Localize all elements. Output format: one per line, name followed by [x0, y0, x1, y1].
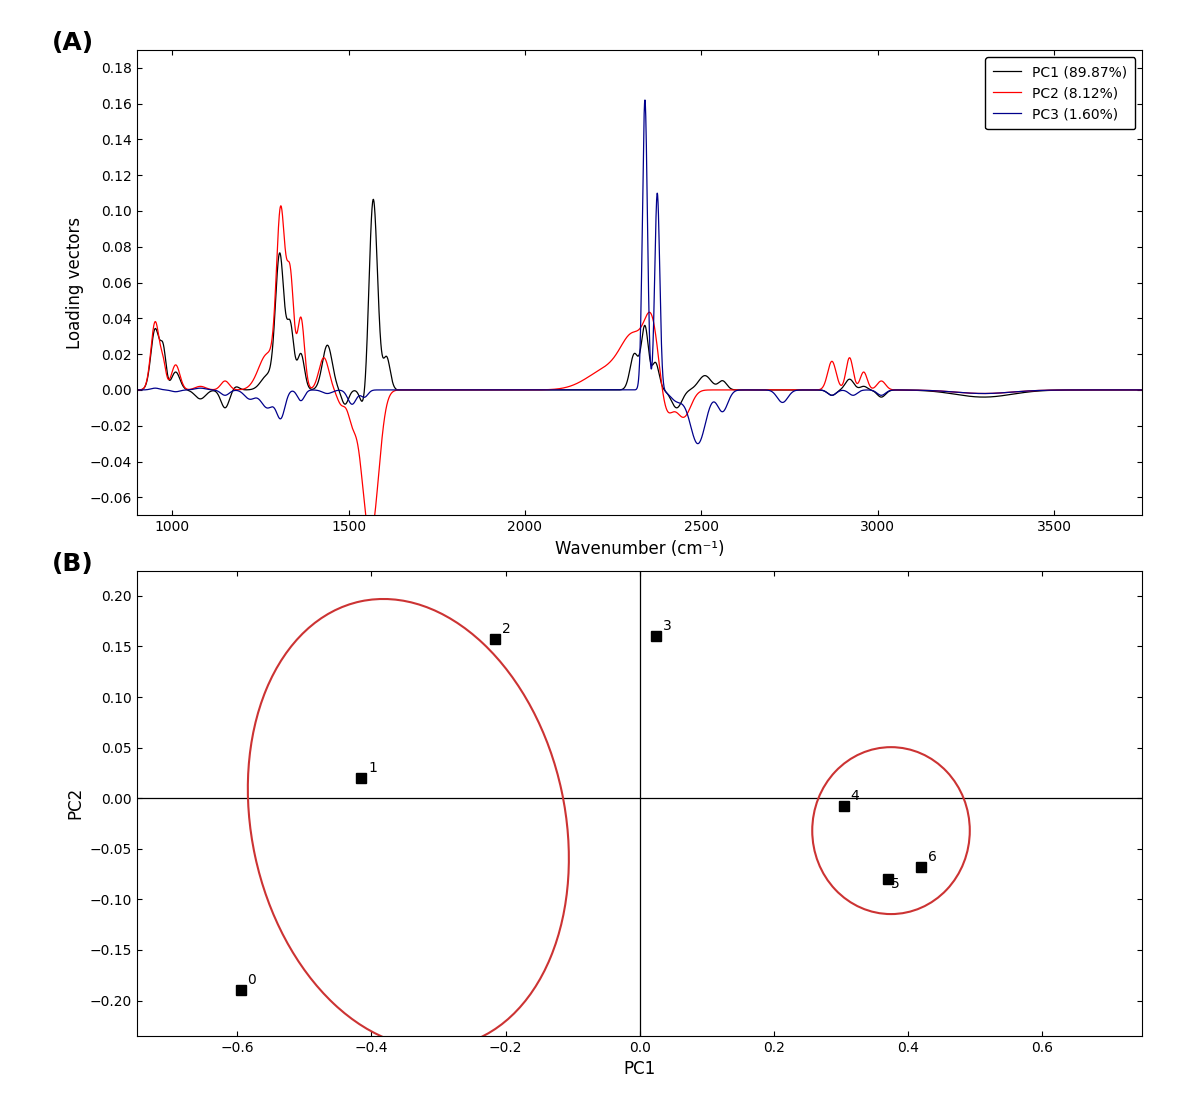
Text: (B): (B) — [51, 552, 93, 576]
PC2 (8.12%) — [957, 386, 971, 399]
PC1 (89.87%) — [881, 386, 895, 399]
PC3 (1.60%) — [784, 387, 798, 400]
Y-axis label: PC2: PC2 — [67, 787, 84, 820]
PC3 (1.60%) — [312, 384, 326, 398]
PC2 (8.12%) — [130, 383, 144, 397]
X-axis label: PC1: PC1 — [624, 1060, 656, 1078]
PC2 (8.12%) — [784, 383, 798, 397]
PC3 (1.60%) — [733, 383, 747, 397]
PC1 (89.87%) — [514, 383, 528, 397]
PC3 (1.60%) — [514, 383, 528, 397]
Text: 5: 5 — [891, 878, 900, 891]
PC2 (8.12%) — [514, 383, 528, 397]
PC2 (8.12%) — [881, 380, 895, 393]
Text: 3: 3 — [663, 619, 672, 634]
PC1 (89.87%) — [1135, 383, 1150, 397]
Line: PC1 (89.87%): PC1 (89.87%) — [137, 199, 1142, 408]
PC2 (8.12%) — [274, 199, 288, 213]
PC1 (89.87%) — [130, 383, 144, 397]
PC3 (1.60%) — [130, 383, 144, 397]
PC1 (89.87%) — [312, 371, 326, 384]
Line: PC3 (1.60%): PC3 (1.60%) — [137, 100, 1142, 443]
PC1 (89.87%) — [670, 401, 684, 414]
PC3 (1.60%) — [638, 93, 652, 106]
Text: 1: 1 — [368, 761, 377, 774]
Line: PC2 (8.12%): PC2 (8.12%) — [137, 206, 1142, 535]
PC3 (1.60%) — [957, 386, 971, 399]
X-axis label: Wavenumber (cm⁻¹): Wavenumber (cm⁻¹) — [555, 540, 725, 557]
Text: (A): (A) — [51, 31, 94, 55]
Legend: PC1 (89.87%), PC2 (8.12%), PC3 (1.60%): PC1 (89.87%), PC2 (8.12%), PC3 (1.60%) — [985, 57, 1135, 130]
PC3 (1.60%) — [1135, 383, 1150, 397]
Text: 6: 6 — [928, 850, 937, 864]
Text: 4: 4 — [851, 789, 859, 803]
PC3 (1.60%) — [690, 437, 704, 450]
PC2 (8.12%) — [733, 383, 747, 397]
PC1 (89.87%) — [367, 193, 381, 206]
PC2 (8.12%) — [363, 529, 377, 542]
Text: 2: 2 — [502, 623, 511, 636]
PC2 (8.12%) — [313, 360, 327, 373]
Y-axis label: Loading vectors: Loading vectors — [67, 216, 84, 349]
PC1 (89.87%) — [784, 383, 798, 397]
PC1 (89.87%) — [733, 383, 747, 397]
PC3 (1.60%) — [881, 386, 895, 399]
PC2 (8.12%) — [1135, 383, 1150, 397]
PC1 (89.87%) — [957, 389, 971, 402]
Text: 0: 0 — [248, 974, 256, 987]
